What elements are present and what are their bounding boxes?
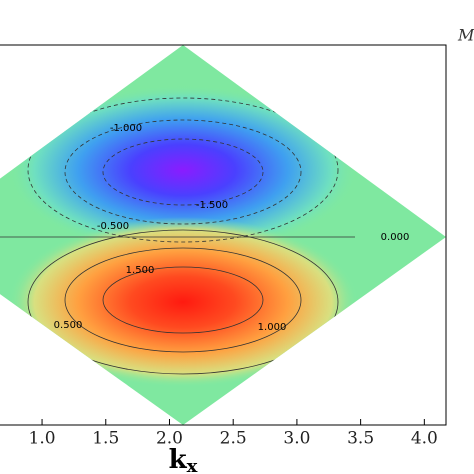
contour-line — [102, 138, 264, 206]
contour-label: 1.500 — [126, 265, 155, 276]
contour-label: 1.000 — [258, 322, 287, 333]
contour-label: 0.000 — [381, 232, 410, 243]
x-tick-label: 3.5 — [347, 429, 374, 449]
x-tick-label: 4.0 — [411, 429, 438, 449]
contour-label: -1.000 — [110, 123, 142, 134]
contours — [0, 97, 355, 375]
x-tick-label: 1.5 — [92, 429, 119, 449]
heatmap — [0, 45, 446, 425]
contour-line — [64, 247, 302, 353]
contour-line — [102, 266, 264, 334]
contour-label: 0.500 — [54, 320, 83, 331]
plot-frame — [0, 44, 447, 426]
contour-line — [64, 119, 302, 225]
contour-line — [27, 97, 339, 243]
x-tick-label: 1.0 — [29, 429, 56, 449]
x-axis-label: kx — [169, 445, 198, 474]
contour-label: -0.500 — [97, 221, 129, 232]
contour-label: -1.500 — [196, 200, 228, 211]
x-tick-label: 2.0 — [156, 429, 183, 449]
annotation: M — [457, 26, 474, 45]
x-tick-label: 2.5 — [220, 429, 247, 449]
x-tick-label: 3.0 — [283, 429, 310, 449]
contour-line — [27, 229, 339, 375]
